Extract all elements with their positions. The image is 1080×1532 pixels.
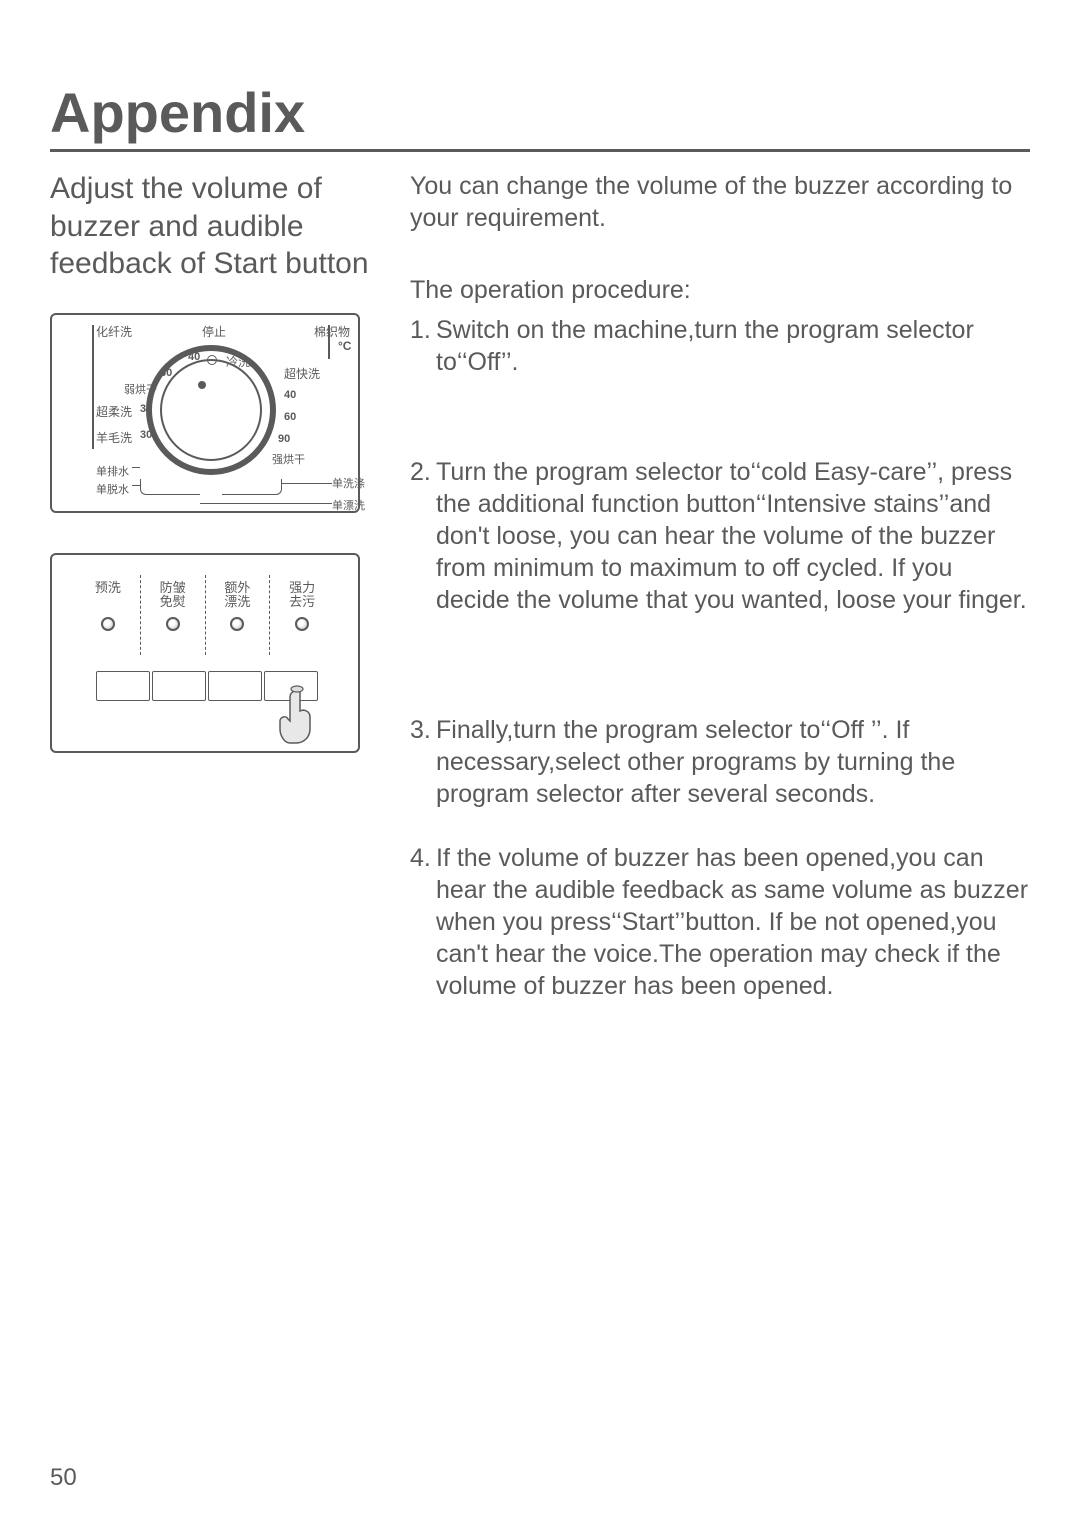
step-1: 1. Switch on the machine,turn the progra…: [410, 314, 1030, 378]
dial-label: 弱烘干: [124, 381, 157, 397]
right-column: You can change the volume of the buzzer …: [410, 170, 1030, 1010]
step-2: 2. Turn the program selector to‘‘cold Ea…: [410, 456, 1030, 616]
dial-label: 单脱水: [96, 481, 129, 497]
dial-label: 90: [278, 433, 290, 445]
operation-heading: The operation procedure:: [410, 274, 1030, 306]
panel-button: [96, 671, 150, 701]
dial-label: 60: [160, 367, 172, 379]
section-subtitle: Adjust the volume of buzzer and audible …: [50, 170, 370, 283]
button-panel-diagram: 预洗 防皱免熨 额外漂洗 强力去污: [50, 553, 360, 753]
indicator-icon: [101, 617, 115, 631]
dial-label: 单排水: [96, 463, 129, 479]
dial-diagram: 化纤洗 停止 棉织物 °C 冷洗 40 60 超快洗 弱烘干 40 超柔洗 30…: [50, 313, 360, 513]
finger-press-icon: [276, 685, 320, 745]
step-4: 4. If the volume of buzzer has been open…: [410, 842, 1030, 1002]
indicator-icon: [230, 617, 244, 631]
dial-label: 30: [140, 429, 152, 441]
indicator-icon: [166, 617, 180, 631]
dial-label: 停止: [202, 323, 226, 340]
panel-option: 预洗: [76, 575, 140, 655]
panel-option: 强力去污: [269, 575, 334, 655]
panel-option: 防皱免熨: [140, 575, 205, 655]
dial-label: 棉织物: [314, 323, 350, 340]
panel-button: [152, 671, 206, 701]
dial-label: 强烘干: [272, 451, 305, 467]
dial-label: 超柔洗: [96, 403, 132, 420]
left-column: Adjust the volume of buzzer and audible …: [50, 170, 370, 1010]
indicator-icon: [295, 617, 309, 631]
dial-label: 单洗涤: [332, 475, 365, 491]
dial-label: °C: [338, 339, 351, 353]
dial-label: 30: [140, 403, 152, 415]
panel-button: [208, 671, 262, 701]
dial-label: 超快洗: [284, 365, 320, 382]
intro-text: You can change the volume of the buzzer …: [410, 170, 1030, 234]
dial-label: 羊毛洗: [96, 429, 132, 446]
panel-option: 额外漂洗: [205, 575, 270, 655]
page-number: 50: [50, 1464, 77, 1492]
step-3: 3. Finally,turn the program selector to‘…: [410, 714, 1030, 810]
dial-label: 化纤洗: [96, 323, 132, 340]
dial-label: 单漂洗: [332, 497, 365, 513]
dial-label: 冷洗: [226, 353, 250, 370]
page-title: Appendix: [50, 80, 1030, 152]
dial-label: 40: [188, 351, 200, 363]
dial-label: 40: [284, 389, 296, 401]
dial-label: 60: [284, 411, 296, 423]
